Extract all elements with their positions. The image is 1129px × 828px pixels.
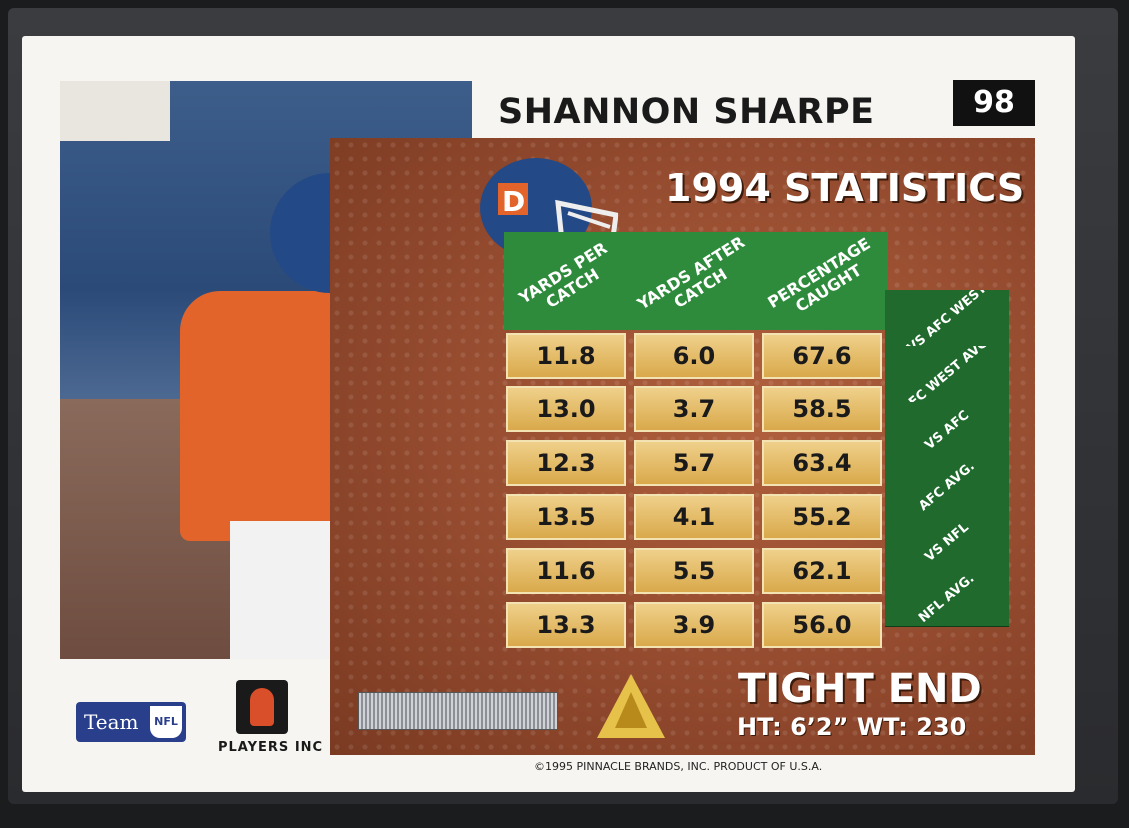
players-inc-logo-icon [236, 680, 288, 734]
stat-cell: 58.5 [762, 386, 882, 432]
column-header-yards-after-catch: YARDS AFTER CATCH [632, 232, 760, 330]
player-name: SHANNON SHARPE [498, 92, 875, 132]
stat-cell: 13.5 [506, 494, 626, 540]
row-label: NFL AVG. [885, 570, 1009, 627]
row-label: VS AFC WEST [885, 290, 1009, 347]
stat-cell: 13.3 [506, 602, 626, 648]
team-nfl-logo: Team NFL [76, 702, 186, 742]
photo-banner [60, 81, 170, 141]
stat-cell: 62.1 [762, 548, 882, 594]
row-label: AFC AVG. [885, 458, 1009, 515]
stat-cell: 3.9 [634, 602, 754, 648]
player-position: TIGHT END [738, 666, 982, 712]
stat-cell: 13.0 [506, 386, 626, 432]
row-label: VS NFL [885, 514, 1009, 571]
stat-cell: 5.7 [634, 440, 754, 486]
svg-text:D: D [502, 185, 525, 218]
stat-cell: 3.7 [634, 386, 754, 432]
stats-title: 1994 STATISTICS [665, 166, 1025, 210]
stat-cell: 55.2 [762, 494, 882, 540]
stat-cell: 56.0 [762, 602, 882, 648]
row-label: VS AFC [885, 402, 1009, 459]
stat-cell: 5.5 [634, 548, 754, 594]
column-header-yards-per-catch: YARDS PER CATCH [504, 232, 632, 330]
stat-cell: 11.8 [506, 333, 626, 379]
stat-cell: 63.4 [762, 440, 882, 486]
stat-cell: 67.6 [762, 333, 882, 379]
stat-cell: 11.6 [506, 548, 626, 594]
foil-authentication-strip [358, 692, 558, 730]
nfl-shield-icon: NFL [150, 706, 182, 738]
stat-cell: 12.3 [506, 440, 626, 486]
column-header-percentage-caught: PERCENTAGE CAUGHT [760, 232, 888, 330]
stat-cell: 6.0 [634, 333, 754, 379]
row-label: AFC WEST AVG. [885, 346, 1009, 403]
copyright-line: ©1995 PINNACLE BRANDS, INC. PRODUCT OF U… [534, 760, 823, 773]
card-number: 98 [953, 80, 1035, 126]
height-weight: HT: 6’2” WT: 230 [737, 713, 967, 741]
stat-cell: 4.1 [634, 494, 754, 540]
pinnacle-logo-icon [597, 674, 665, 738]
players-inc-label: PLAYERS INC [218, 740, 324, 755]
